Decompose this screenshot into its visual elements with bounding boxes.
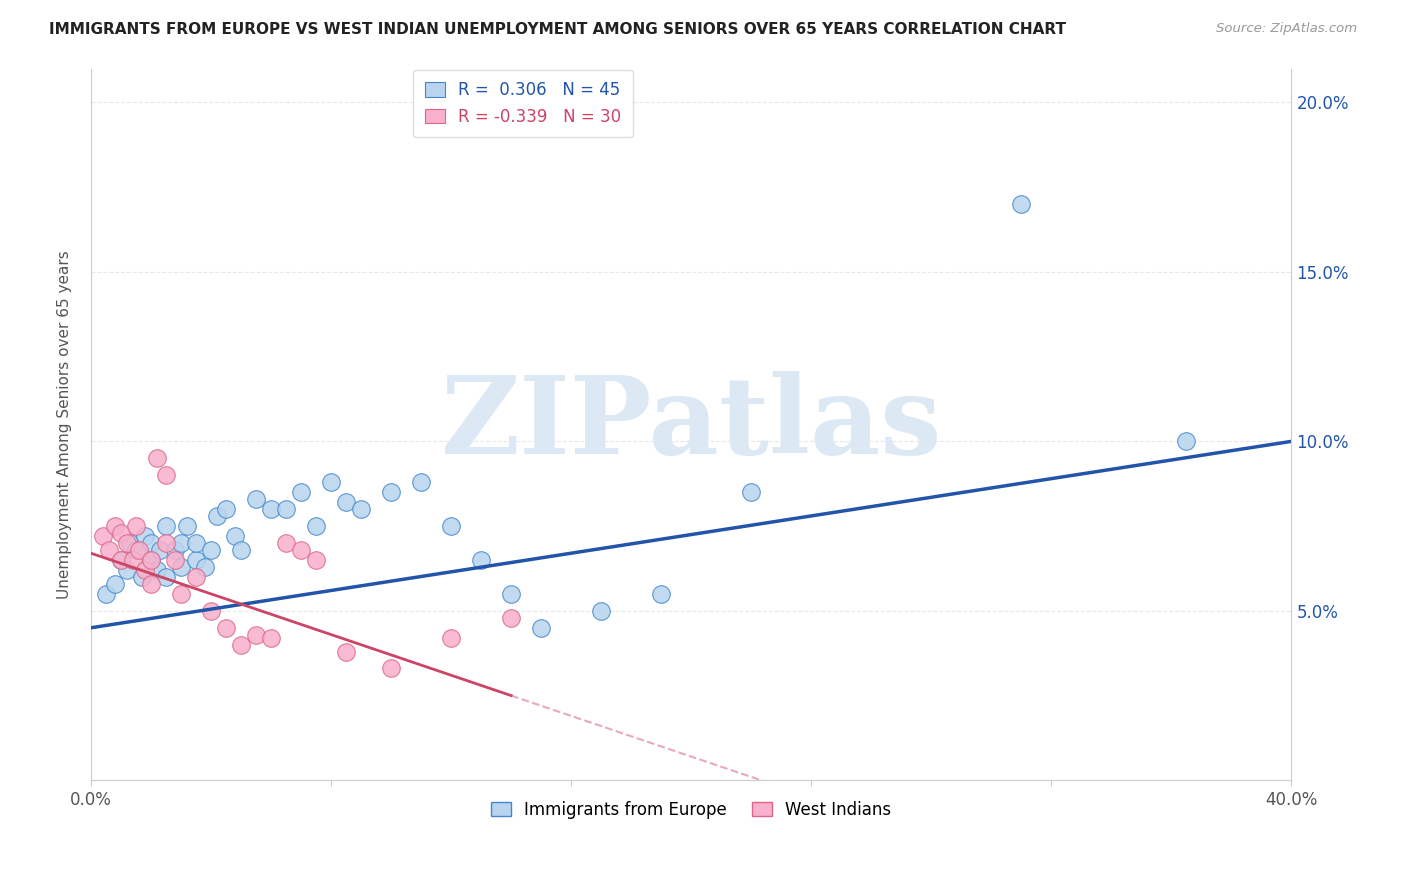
Point xyxy=(501,587,523,601)
Point xyxy=(501,610,523,624)
Point xyxy=(170,587,193,601)
Text: Source: ZipAtlas.com: Source: ZipAtlas.com xyxy=(1216,22,1357,36)
Point xyxy=(245,491,267,506)
Point xyxy=(115,563,138,577)
Point xyxy=(409,475,432,489)
Point xyxy=(94,587,117,601)
Point xyxy=(128,542,150,557)
Point xyxy=(104,519,127,533)
Point xyxy=(260,502,283,516)
Point xyxy=(335,495,357,509)
Point xyxy=(650,587,672,601)
Point xyxy=(122,553,145,567)
Point xyxy=(125,519,148,533)
Point xyxy=(380,485,402,500)
Point xyxy=(1010,197,1032,211)
Point xyxy=(155,536,177,550)
Point xyxy=(134,563,156,577)
Point xyxy=(110,525,132,540)
Point xyxy=(170,536,193,550)
Point xyxy=(194,559,217,574)
Point xyxy=(229,638,252,652)
Point xyxy=(470,553,492,567)
Point xyxy=(176,519,198,533)
Point xyxy=(134,529,156,543)
Point xyxy=(205,508,228,523)
Point xyxy=(139,553,162,567)
Point xyxy=(200,604,222,618)
Point xyxy=(290,542,312,557)
Point xyxy=(97,542,120,557)
Point xyxy=(440,519,463,533)
Point xyxy=(110,553,132,567)
Point xyxy=(290,485,312,500)
Point xyxy=(305,519,328,533)
Point xyxy=(146,451,169,466)
Point xyxy=(139,553,162,567)
Point xyxy=(260,631,283,645)
Point xyxy=(149,542,172,557)
Point xyxy=(146,563,169,577)
Point xyxy=(229,542,252,557)
Point xyxy=(115,536,138,550)
Point xyxy=(163,553,186,567)
Point xyxy=(163,542,186,557)
Point xyxy=(224,529,246,543)
Point xyxy=(274,536,297,550)
Point xyxy=(118,536,141,550)
Legend: Immigrants from Europe, West Indians: Immigrants from Europe, West Indians xyxy=(484,794,898,825)
Point xyxy=(215,621,238,635)
Point xyxy=(131,570,153,584)
Point xyxy=(155,519,177,533)
Point xyxy=(319,475,342,489)
Point xyxy=(380,661,402,675)
Point xyxy=(350,502,373,516)
Point xyxy=(104,576,127,591)
Point xyxy=(139,576,162,591)
Point xyxy=(184,570,207,584)
Point xyxy=(184,553,207,567)
Text: ZIPatlas: ZIPatlas xyxy=(440,371,942,477)
Text: IMMIGRANTS FROM EUROPE VS WEST INDIAN UNEMPLOYMENT AMONG SENIORS OVER 65 YEARS C: IMMIGRANTS FROM EUROPE VS WEST INDIAN UN… xyxy=(49,22,1066,37)
Point xyxy=(155,468,177,483)
Point xyxy=(170,559,193,574)
Point xyxy=(245,627,267,641)
Point xyxy=(110,553,132,567)
Point xyxy=(1175,434,1198,449)
Point xyxy=(274,502,297,516)
Point xyxy=(91,529,114,543)
Point xyxy=(530,621,553,635)
Y-axis label: Unemployment Among Seniors over 65 years: Unemployment Among Seniors over 65 years xyxy=(58,250,72,599)
Point xyxy=(305,553,328,567)
Point xyxy=(591,604,613,618)
Point xyxy=(125,542,148,557)
Point xyxy=(184,536,207,550)
Point xyxy=(215,502,238,516)
Point xyxy=(139,536,162,550)
Point xyxy=(740,485,762,500)
Point xyxy=(155,570,177,584)
Point xyxy=(440,631,463,645)
Point xyxy=(335,644,357,658)
Point xyxy=(200,542,222,557)
